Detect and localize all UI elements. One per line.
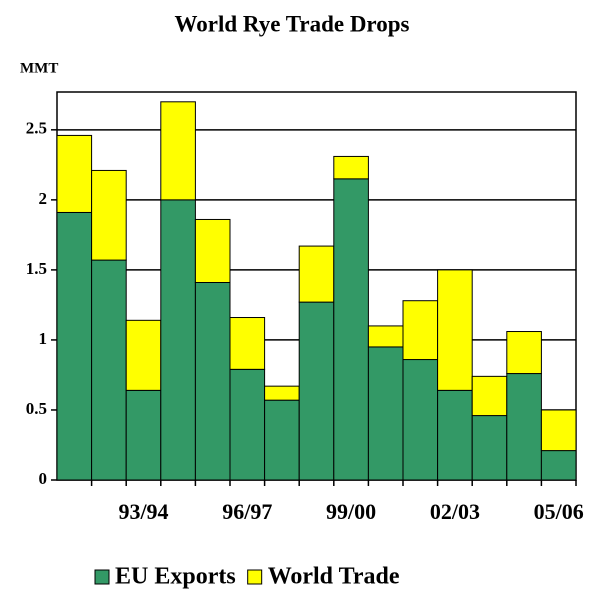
y-tick-label: 0 [39, 469, 48, 488]
bar-segment [540, 450, 577, 481]
bar-segment [91, 259, 127, 481]
bar-segment [125, 319, 162, 391]
legend-swatch [94, 569, 110, 585]
y-tick-label: 0.5 [26, 399, 47, 418]
y-tick-label: 2.5 [26, 119, 47, 138]
bar-segment [194, 281, 231, 481]
bar-segment [56, 211, 93, 481]
bar-segment [194, 218, 231, 283]
y-tick-label: 1.5 [26, 259, 47, 278]
y-axis-label: MMT [20, 60, 58, 76]
bar-segment [298, 245, 335, 303]
x-tick-label: 96/97 [222, 499, 272, 524]
bar-segment [160, 199, 196, 481]
bar-segment [506, 373, 542, 481]
bar-segment [471, 415, 508, 481]
y-tick-label: 1 [39, 329, 48, 348]
chart-title: World Rye Trade Drops [175, 11, 410, 36]
x-tick-label: 99/00 [326, 499, 376, 524]
bar-segment [229, 317, 266, 370]
legend-swatch [247, 569, 263, 585]
x-tick-label: 05/06 [534, 499, 584, 524]
bar-segment [367, 346, 404, 481]
y-tick-label: 2 [39, 189, 48, 208]
bar-segment [298, 301, 335, 481]
bar-segment [471, 375, 508, 417]
x-tick-label: 02/03 [430, 499, 480, 524]
legend-label: World Trade [268, 564, 400, 590]
bar-segment [264, 399, 300, 481]
bar-segment [540, 409, 577, 452]
bar-segment [160, 101, 196, 201]
bar-segment [333, 155, 369, 180]
bar-segment [56, 134, 93, 213]
legend-label: EU Exports [115, 564, 236, 590]
bar-segment [437, 269, 473, 391]
bar-segment [333, 178, 369, 481]
bar-segment [229, 368, 266, 481]
bar-segment [91, 169, 127, 261]
bar-segment [506, 331, 542, 375]
bar-segment [402, 300, 439, 361]
bar-segment [125, 389, 162, 481]
bar-segment [437, 389, 473, 481]
bar-segment [264, 385, 300, 401]
bar-segment [367, 325, 404, 348]
bar-segment [402, 359, 439, 481]
x-tick-label: 93/94 [118, 499, 168, 524]
